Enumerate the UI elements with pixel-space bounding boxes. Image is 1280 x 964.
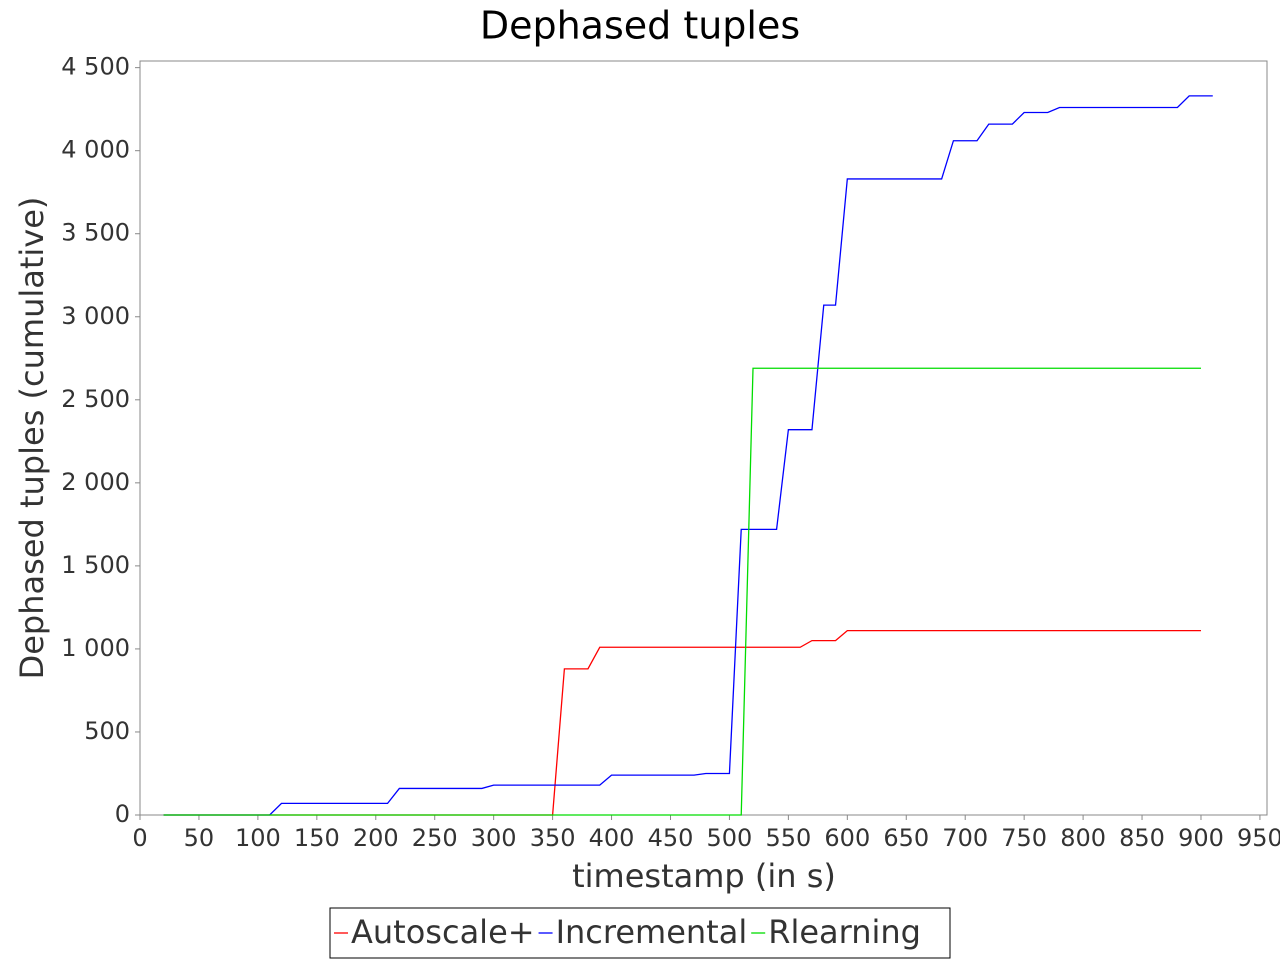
series-line	[163, 367, 1201, 816]
y-tick-label: 3 000	[61, 302, 130, 330]
x-axis-title: timestamp (in s)	[572, 857, 836, 895]
x-tick-label: 600	[824, 824, 870, 852]
x-tick-label: 900	[1178, 824, 1224, 852]
y-tick-label: 1 000	[61, 634, 130, 662]
x-tick-label: 650	[883, 824, 929, 852]
x-tick-label: 950	[1237, 824, 1280, 852]
x-tick-label: 750	[1001, 824, 1047, 852]
x-tick-label: 850	[1119, 824, 1165, 852]
y-tick-label: 4 000	[61, 136, 130, 164]
x-tick-label: 50	[184, 824, 215, 852]
chart-title: Dephased tuples	[480, 4, 800, 48]
x-tick-label: 200	[353, 824, 399, 852]
x-tick-label: 150	[294, 824, 340, 852]
x-tick-label: 500	[707, 824, 753, 852]
y-tick-label: 500	[84, 717, 130, 745]
legend-label: Autoscale+	[351, 913, 535, 951]
x-tick-label: 700	[942, 824, 988, 852]
x-tick-label: 100	[235, 824, 281, 852]
y-tick-label: 2 500	[61, 385, 130, 413]
x-tick-label: 250	[412, 824, 458, 852]
series-line	[163, 95, 1213, 816]
x-tick-label: 550	[765, 824, 811, 852]
x-tick-label: 800	[1060, 824, 1106, 852]
series-line	[163, 630, 1201, 816]
y-tick-label: 3 500	[61, 219, 130, 247]
x-tick-label: 300	[471, 824, 517, 852]
x-tick-label: 450	[648, 824, 694, 852]
x-tick-label: 0	[132, 824, 147, 852]
y-tick-label: 1 500	[61, 551, 130, 579]
legend	[329, 907, 951, 959]
y-axis-title: Dephased tuples (cumulative)	[13, 197, 51, 680]
legend-label: Rlearning	[768, 913, 921, 951]
y-tick-label: 0	[115, 800, 130, 828]
legend-label: Incremental	[556, 913, 748, 951]
x-tick-label: 350	[530, 824, 576, 852]
x-tick-label: 400	[589, 824, 635, 852]
y-tick-label: 4 500	[61, 53, 130, 81]
y-tick-label: 2 000	[61, 468, 130, 496]
